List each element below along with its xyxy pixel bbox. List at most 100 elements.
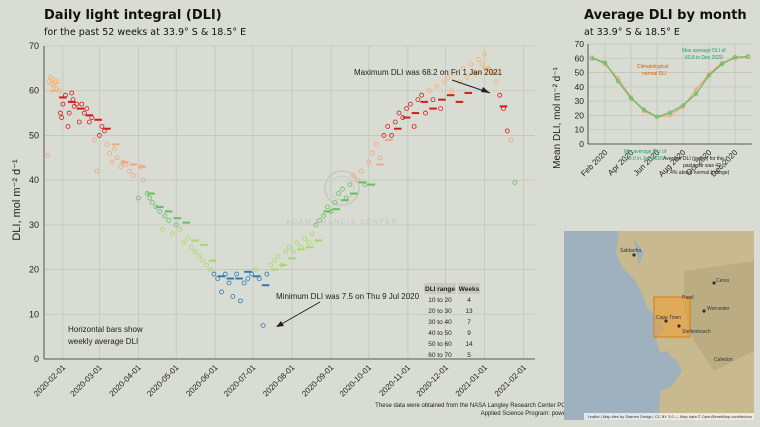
daily-point (294, 240, 300, 246)
daily-point (241, 280, 247, 286)
daily-point (177, 226, 183, 232)
daily-point (449, 88, 455, 94)
daily-point (419, 92, 425, 98)
daily-point (302, 235, 308, 241)
daily-point (86, 119, 92, 125)
daily-point (366, 159, 372, 165)
series-point (628, 96, 634, 101)
map-label-capetown: Cape Town (656, 315, 681, 321)
daily-point (321, 213, 326, 219)
main-title: Daily light integral (DLI) (44, 8, 222, 23)
side-ann-max-2: 60.8 in Dec 2020 (685, 55, 723, 61)
table-cell: 50 to 60 (428, 341, 452, 348)
side-y-tick-label: 10 (575, 125, 585, 135)
daily-point (91, 137, 97, 143)
daily-point (207, 267, 213, 272)
daily-point (404, 106, 409, 111)
daily-point (332, 200, 338, 205)
weeks-table: DLI range Weeks 10 to 20 4 20 to 30 13 30 to 4… (424, 283, 480, 359)
x-tick-label: 2020-05-01 (145, 363, 181, 399)
daily-point (411, 124, 417, 129)
side-y-tick-label: 70 (575, 39, 585, 49)
daily-point (55, 79, 61, 85)
x-tick-label: 2020-09-01 (300, 363, 336, 399)
daily-point (234, 271, 240, 277)
daily-point (438, 106, 443, 111)
series-line (591, 56, 749, 118)
daily-point (497, 92, 503, 98)
daily-point (84, 106, 90, 111)
side-title: Average DLI by month (584, 8, 747, 23)
daily-point (396, 110, 402, 116)
daily-point (57, 110, 63, 116)
table-cell: 5 (467, 352, 471, 359)
max-annotation: Maximum DLI was 68.2 on Fri 1 Jan 2021 (354, 68, 503, 77)
daily-point (370, 150, 375, 156)
daily-point (460, 65, 466, 71)
y-tick-label: 20 (29, 265, 39, 275)
daily-point (136, 195, 141, 201)
watermark-text: ADAM FRANCIS CENTER (286, 219, 398, 226)
daily-point (508, 137, 514, 143)
daily-point (170, 231, 175, 237)
table-header-bg (458, 283, 480, 294)
side-ann-clim-2: normal DLI (642, 71, 666, 77)
note-line-2: weekly average DLI (67, 337, 138, 346)
daily-point (415, 97, 421, 103)
daily-point (104, 141, 110, 147)
table-cell: 13 (465, 308, 473, 315)
daily-point (59, 115, 65, 120)
main-chart: ADAM FRANCIS CENTER 0 10 20 30 40 50 60 70 2020-… (11, 41, 535, 399)
side-y-tick-label: 40 (575, 82, 585, 92)
daily-point (407, 101, 413, 107)
daily-point (287, 244, 292, 250)
table-cell: 20 to 30 (428, 308, 452, 315)
y-tick-label: 70 (29, 41, 39, 51)
side-ann-clim-1: Climatological (637, 64, 668, 70)
daily-point (166, 217, 172, 223)
side-y-tick-label: 0 (579, 139, 584, 149)
daily-point (245, 276, 251, 281)
daily-point (271, 258, 277, 264)
series-point (667, 113, 673, 118)
daily-point (512, 179, 518, 185)
daily-point (468, 61, 474, 67)
map-attribution[interactable]: Leaflet | Map tiles by Stamen Design, CC… (584, 413, 754, 420)
x-tick-label: 2020-06-01 (184, 363, 220, 399)
daily-point (464, 74, 470, 80)
highlight-area (653, 296, 691, 338)
series-point (641, 107, 647, 112)
daily-point (141, 177, 146, 183)
daily-point (355, 177, 360, 183)
daily-point (253, 267, 258, 272)
daily-point (147, 195, 153, 201)
daily-point (226, 280, 232, 286)
daily-point (127, 168, 133, 174)
daily-point (49, 81, 54, 87)
table-cell: 30 to 40 (428, 319, 452, 326)
daily-point (381, 133, 387, 138)
daily-point (219, 289, 224, 295)
map-label-paarl: Paarl (682, 295, 694, 301)
y-tick-label: 50 (29, 130, 39, 140)
daily-point (283, 249, 289, 255)
daily-point (159, 226, 165, 232)
side-ann-min-2: 19.0 in Jun 2020 (626, 156, 663, 162)
daily-point (309, 231, 315, 237)
daily-point (52, 79, 58, 85)
daily-point (373, 141, 379, 147)
daily-point (423, 110, 428, 116)
series-point (654, 114, 660, 120)
daily-point (181, 240, 187, 246)
daily-point (445, 74, 451, 80)
daily-point (51, 83, 57, 89)
daily-point (173, 222, 179, 228)
y-tick-label: 60 (29, 86, 39, 96)
daily-point (81, 110, 87, 116)
series-point (706, 73, 712, 78)
daily-point (109, 159, 115, 165)
series-point (693, 87, 699, 92)
series-point (589, 56, 595, 61)
location-map[interactable]: Saldanha Paarl Cape Town Worcester Stell… (564, 231, 754, 420)
